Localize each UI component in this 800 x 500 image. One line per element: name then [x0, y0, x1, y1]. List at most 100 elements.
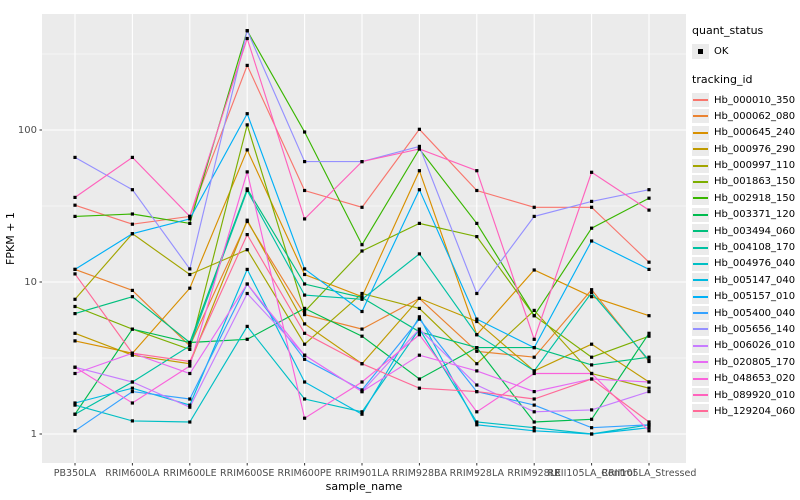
data-point [245, 218, 249, 222]
data-point [303, 267, 307, 271]
data-point [532, 390, 536, 394]
data-point [475, 333, 479, 337]
data-point [188, 214, 192, 218]
series-line-swatch-icon [692, 207, 709, 222]
data-point [188, 272, 192, 277]
data-point [130, 353, 134, 357]
y-axis: 1 10 100 [18, 125, 42, 440]
data-point [532, 214, 536, 218]
data-point [417, 144, 421, 148]
data-point [590, 417, 594, 421]
legend-item-tracking-id: Hb_048653_020 [692, 371, 800, 386]
data-point [590, 355, 594, 359]
series-line-swatch-icon [692, 289, 709, 304]
legend-item-label: Hb_003371_120 [714, 209, 796, 221]
data-point [417, 296, 421, 300]
data-point [417, 327, 421, 331]
data-point [590, 408, 594, 412]
data-point [303, 306, 307, 310]
data-point [417, 386, 421, 390]
data-point [475, 188, 479, 193]
data-point [303, 322, 307, 326]
legend-item-quant-status-ok: OK [692, 44, 800, 59]
legend-item-tracking-id: Hb_000976_290 [692, 142, 800, 157]
legend-item-label: Hb_048653_020 [714, 373, 796, 385]
legend-item-tracking-id: Hb_005400_040 [692, 306, 800, 321]
data-point [532, 355, 536, 359]
y-tick-label: 1 [31, 429, 37, 440]
legend-item-tracking-id: Hb_020805_170 [692, 355, 800, 370]
tracking-id-block: tracking_id Hb_000010_350 Hb_000062_080 Hb… [692, 73, 800, 419]
data-point [188, 340, 192, 345]
data-point [303, 357, 307, 361]
data-point [188, 364, 192, 368]
legend-item-tracking-id: Hb_006026_010 [692, 338, 800, 353]
data-point [130, 380, 134, 384]
data-point [417, 377, 421, 381]
x-tick-label: PB350LA [54, 468, 97, 479]
data-point [130, 222, 134, 226]
series-line-swatch-icon [692, 174, 709, 189]
legend-item-tracking-id: Hb_001863_150 [692, 174, 800, 189]
legend-item-tracking-id: Hb_089920_010 [692, 388, 800, 403]
legend-item-label: OK [714, 46, 729, 57]
data-point [475, 319, 479, 324]
data-point [188, 344, 192, 348]
legend-item-tracking-id: Hb_003371_120 [692, 207, 800, 222]
data-point [245, 36, 249, 41]
data-point [130, 351, 134, 355]
data-point [303, 188, 307, 193]
legend-item-label: Hb_002918_150 [714, 192, 796, 204]
series-line-swatch-icon [692, 273, 709, 288]
data-point [647, 196, 651, 200]
data-point [245, 248, 249, 252]
data-point [532, 346, 536, 350]
data-point [532, 369, 536, 373]
legend-item-label: Hb_089920_010 [714, 389, 796, 401]
data-point [417, 169, 421, 173]
x-axis: PB350LA RRIM600LA RRIM600LE RRIM600SE RRIM60… [54, 463, 696, 479]
data-point [130, 232, 134, 236]
data-point [647, 390, 651, 394]
series-line-swatch-icon [692, 256, 709, 271]
legend-item-tracking-id: Hb_004108_170 [692, 240, 800, 255]
data-point [532, 268, 536, 272]
legend-item-label: Hb_129204_060 [714, 405, 796, 417]
data-point [303, 309, 307, 314]
legend-item-tracking-id: Hb_004976_040 [692, 256, 800, 271]
data-point [647, 355, 651, 359]
data-point [360, 309, 364, 314]
data-point [532, 397, 536, 401]
data-point [303, 331, 307, 335]
data-point [475, 383, 479, 387]
data-point [475, 346, 479, 350]
data-point [73, 331, 77, 335]
x-tick-label: RRIM600LA [105, 468, 160, 479]
data-point [303, 130, 307, 134]
data-point [475, 420, 479, 424]
data-point [360, 388, 364, 392]
data-point [130, 212, 134, 216]
data-point [245, 337, 249, 341]
data-point [245, 170, 249, 174]
data-point [417, 221, 421, 225]
data-point [360, 334, 364, 338]
data-point [188, 405, 192, 409]
legend-item-label: Hb_004108_170 [714, 242, 796, 254]
data-point [303, 217, 307, 221]
data-point [360, 410, 364, 414]
data-point [475, 390, 479, 394]
data-points [73, 29, 651, 436]
data-point [532, 426, 536, 430]
legend-item-tracking-id: Hb_003494_060 [692, 224, 800, 239]
data-point [188, 359, 192, 364]
data-point [590, 432, 594, 436]
data-point [73, 401, 77, 405]
series-line-swatch-icon [692, 371, 709, 386]
data-point [188, 347, 192, 351]
data-point [130, 288, 134, 292]
x-tick-label: RRIM928LE [507, 468, 561, 479]
data-point [417, 147, 421, 151]
data-point [647, 314, 651, 318]
